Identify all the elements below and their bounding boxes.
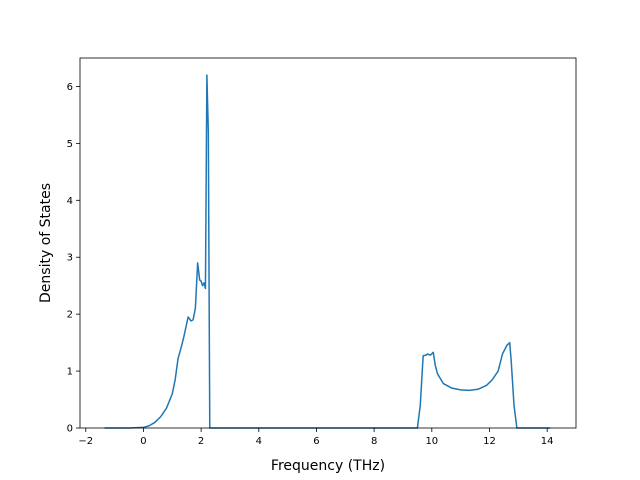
x-tick-label: 2 bbox=[198, 436, 204, 447]
dos-series-line-0 bbox=[104, 74, 551, 429]
x-tick-label: 10 bbox=[425, 436, 438, 447]
y-tick-label: 2 bbox=[67, 310, 73, 321]
x-tick-label: 0 bbox=[140, 436, 146, 447]
x-tick-label: 6 bbox=[313, 436, 319, 447]
y-tick-label: 4 bbox=[67, 196, 73, 207]
y-axis-ticks: 0 1 2 3 4 5 6 bbox=[67, 82, 80, 435]
y-tick-label: 3 bbox=[67, 253, 73, 264]
plot-frame bbox=[79, 57, 577, 429]
x-tick-label: 4 bbox=[256, 436, 262, 447]
plot-area bbox=[104, 74, 551, 429]
x-axis-ticks: −2 0 2 4 6 8 10 12 14 bbox=[78, 428, 554, 447]
x-tick-label: 8 bbox=[371, 436, 377, 447]
y-axis-label: Density of States bbox=[38, 183, 54, 303]
x-tick-label: 14 bbox=[541, 436, 554, 447]
y-tick-label: 0 bbox=[67, 424, 73, 435]
y-tick-label: 6 bbox=[67, 82, 73, 93]
x-tick-label: −2 bbox=[78, 436, 93, 447]
y-tick-label: 5 bbox=[67, 139, 73, 150]
y-tick-label: 1 bbox=[67, 367, 73, 378]
x-tick-label: 12 bbox=[483, 436, 496, 447]
x-axis-label: Frequency (THz) bbox=[271, 458, 385, 474]
